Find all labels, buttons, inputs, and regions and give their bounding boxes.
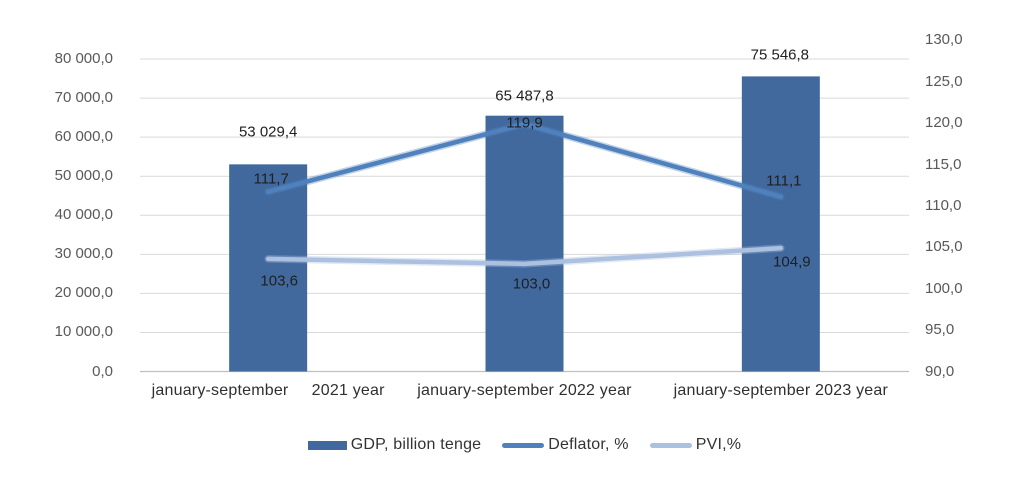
legend-label: GDP, billion tenge	[350, 436, 482, 453]
category-label: january-september 2023 year	[673, 382, 889, 399]
left-axis-tick: 80 000,0	[54, 50, 113, 67]
right-axis-tick: 120,0	[925, 114, 963, 132]
bar-gdp	[485, 115, 564, 372]
left-axis-tick: 40 000,0	[54, 206, 113, 224]
legend-item-deflator: Deflator, %	[502, 436, 629, 454]
data-label-pvi: 103,0	[512, 275, 551, 293]
legend-item-gdp: GDP, billion tenge	[307, 436, 482, 454]
data-label-pvi: 103,6	[260, 272, 298, 290]
legend-swatch-pvi	[649, 442, 692, 448]
bar-gdp	[229, 164, 308, 372]
line-deflator	[265, 121, 784, 200]
right-axis-tick: 100,0	[925, 279, 963, 297]
data-label-pvi: 104,9	[773, 253, 811, 271]
data-label-deflator: 111,1	[766, 172, 802, 190]
right-axis-tick: 125,0	[925, 72, 963, 90]
legend-label: PVI,%	[695, 436, 742, 453]
category-label: january-september 2022 year	[417, 382, 632, 399]
right-axis-tick: 95,0	[925, 321, 955, 339]
left-axis-tick: 70 000,0	[54, 89, 113, 107]
right-axis-tick: 130,0	[925, 31, 963, 49]
left-axis-tick: 0,0	[92, 362, 113, 380]
legend-item-pvi: PVI,%	[649, 436, 742, 454]
data-label-deflator: 111,7	[253, 170, 289, 188]
right-axis-tick: 110,0	[925, 196, 962, 214]
data-label-deflator: 119,9	[506, 114, 543, 132]
legend-swatch-deflator	[502, 442, 545, 448]
left-axis-tick: 20 000,0	[54, 284, 113, 302]
data-label-gdp: 53 029,4	[238, 123, 298, 141]
right-axis-tick: 90,0	[925, 362, 955, 380]
category-label: january-september 2021 year	[151, 382, 385, 399]
left-axis-tick: 50 000,0	[54, 167, 113, 185]
bar-gdp	[741, 76, 820, 372]
left-axis-tick: 60 000,0	[54, 128, 113, 146]
right-axis-tick: 115,0	[925, 155, 962, 173]
data-label-gdp: 75 546,8	[750, 46, 810, 64]
legend-swatch-gdp	[307, 440, 347, 450]
line-pvi	[265, 245, 784, 267]
legend-label: Deflator, %	[548, 436, 629, 453]
left-axis-tick: 10 000,0	[54, 323, 113, 341]
right-axis-tick: 105,0	[925, 238, 963, 256]
legend: GDP, billion tenge Deflator, % PVI,%	[140, 433, 909, 457]
data-label-gdp: 65 487,8	[495, 87, 554, 105]
left-axis-tick: 30 000,0	[54, 245, 113, 263]
